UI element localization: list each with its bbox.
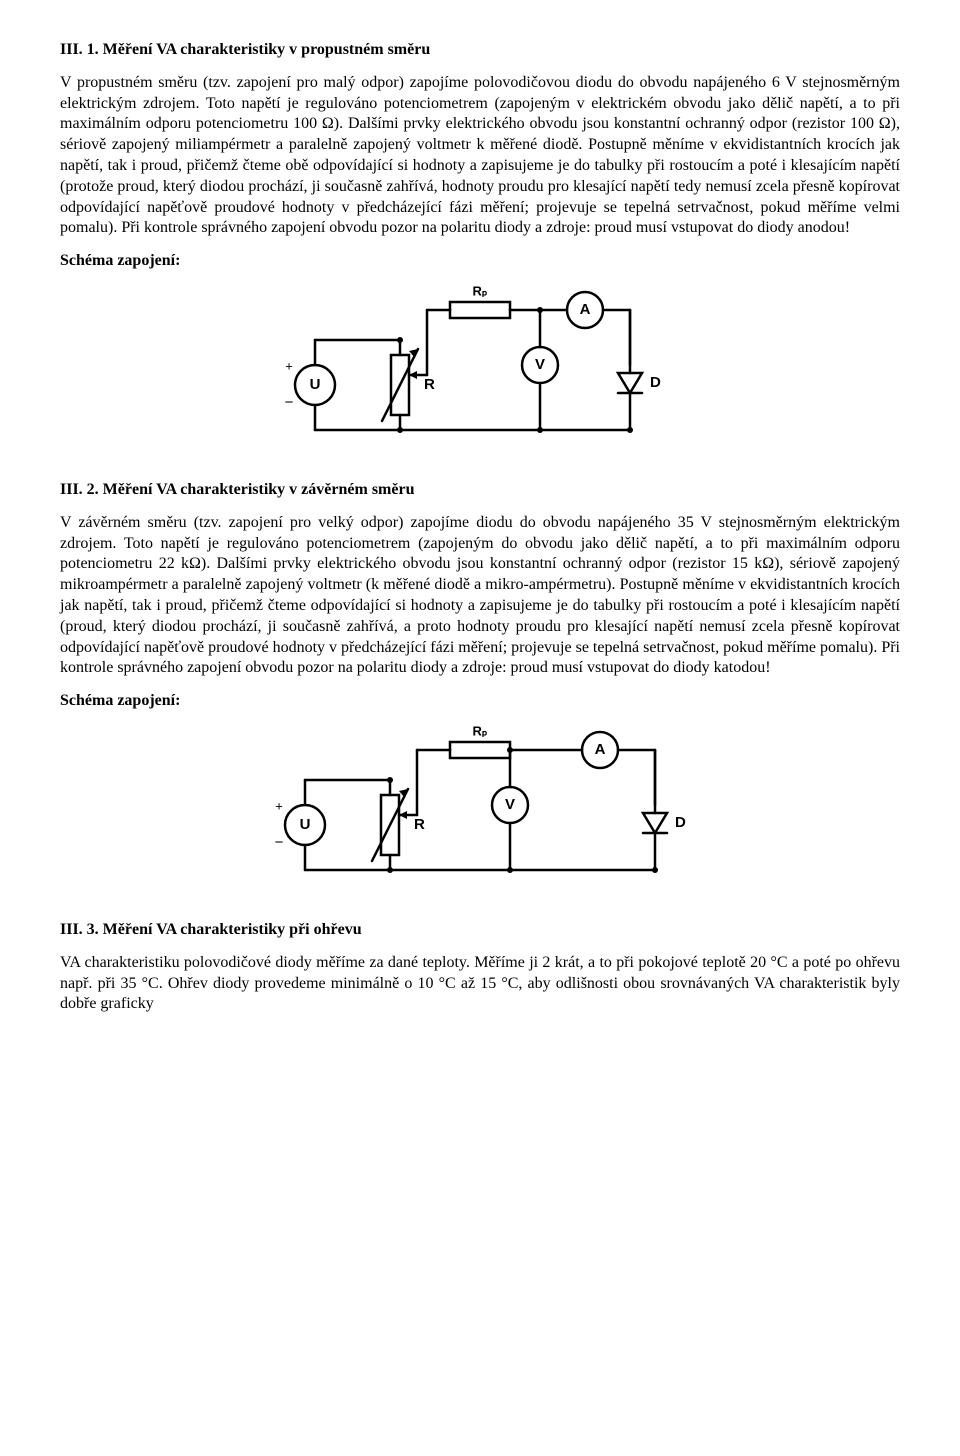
section1-heading: III. 1. Měření VA charakteristiky v prop… xyxy=(60,40,900,61)
svg-text:U: U xyxy=(310,376,321,393)
section3-para: VA charakteristiku polovodičové diody mě… xyxy=(60,953,900,1015)
svg-text:R: R xyxy=(414,816,425,833)
svg-text:Rₚ: Rₚ xyxy=(473,723,488,738)
section2-schema-label: Schéma zapojení: xyxy=(60,691,900,712)
svg-text:−: − xyxy=(285,394,294,411)
svg-text:D: D xyxy=(650,374,661,391)
svg-text:R: R xyxy=(424,376,435,393)
svg-text:V: V xyxy=(535,356,545,373)
svg-text:A: A xyxy=(595,741,606,758)
svg-text:A: A xyxy=(580,301,591,318)
svg-text:+: + xyxy=(285,358,293,373)
svg-text:U: U xyxy=(300,816,311,833)
circuit-diagram-forward: U + − R Rₚ A V D xyxy=(270,280,690,460)
svg-text:−: − xyxy=(275,834,284,851)
circuit-diagram-reverse: U + − R Rₚ A V D xyxy=(260,720,700,900)
section3-heading: III. 3. Měření VA charakteristiky při oh… xyxy=(60,920,900,941)
section1-schema-label: Schéma zapojení: xyxy=(60,251,900,272)
svg-text:D: D xyxy=(675,814,686,831)
section1-para: V propustném směru (tzv. zapojení pro ma… xyxy=(60,73,900,239)
svg-text:V: V xyxy=(505,796,515,813)
svg-text:Rₚ: Rₚ xyxy=(473,283,488,298)
section2-para: V závěrném směru (tzv. zapojení pro velk… xyxy=(60,513,900,679)
section2-heading: III. 2. Měření VA charakteristiky v závě… xyxy=(60,480,900,501)
svg-text:+: + xyxy=(275,798,283,813)
